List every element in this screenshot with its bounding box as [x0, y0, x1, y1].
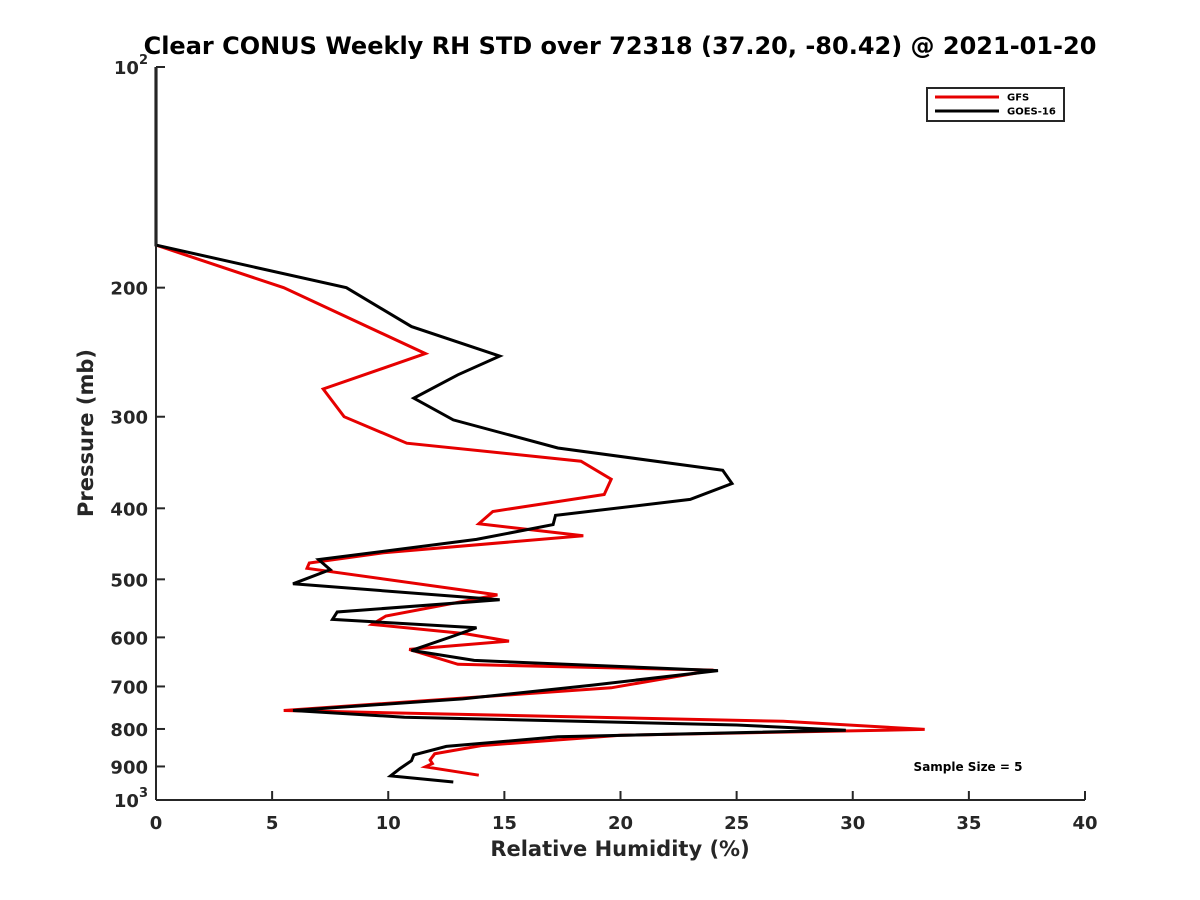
- axes-layer: 0 5 10 15 20 25 30 35 40 102 200 300 400 500 600 700 800…: [110, 53, 1097, 834]
- series-layer: [154, 67, 925, 784]
- y-tick-label: 800: [110, 720, 148, 741]
- x-tick-label: 35: [956, 813, 981, 834]
- y-axis-label: Pressure (mb): [74, 349, 98, 517]
- legend-label: GFS: [1007, 93, 1029, 104]
- x-tick-label: 15: [492, 813, 517, 834]
- x-tick-label: 5: [266, 813, 279, 834]
- y-tick-label: 200: [110, 279, 148, 300]
- x-tick-label: 0: [150, 813, 163, 834]
- x-axis-label: Relative Humidity (%): [490, 837, 749, 861]
- y-tick-label: 103: [114, 786, 148, 812]
- y-tick-label: 600: [110, 628, 148, 649]
- series-line-gfs: [154, 67, 925, 777]
- chart-title: Clear CONUS Weekly RH STD over 72318 (37…: [144, 32, 1097, 60]
- x-tick-label: 20: [608, 813, 633, 834]
- x-tick-label: 25: [724, 813, 749, 834]
- x-tick-label: 30: [840, 813, 865, 834]
- legend-label: GOES-16: [1007, 107, 1056, 118]
- sample-size-annotation: Sample Size = 5: [914, 760, 1023, 774]
- y-tick-label: 102: [114, 53, 148, 79]
- series-line-goes-16: [154, 67, 846, 784]
- legend-box: [926, 87, 1065, 122]
- x-tick-label: 40: [1072, 813, 1097, 834]
- y-tick-label: 400: [110, 499, 148, 520]
- y-tick-label: 700: [110, 677, 148, 698]
- y-tick-label: 300: [110, 408, 148, 429]
- y-tick-label: 500: [110, 570, 148, 591]
- x-tick-label: 10: [376, 813, 401, 834]
- legend: GFS GOES-16: [926, 87, 1065, 122]
- y-tick-label: 900: [110, 757, 148, 778]
